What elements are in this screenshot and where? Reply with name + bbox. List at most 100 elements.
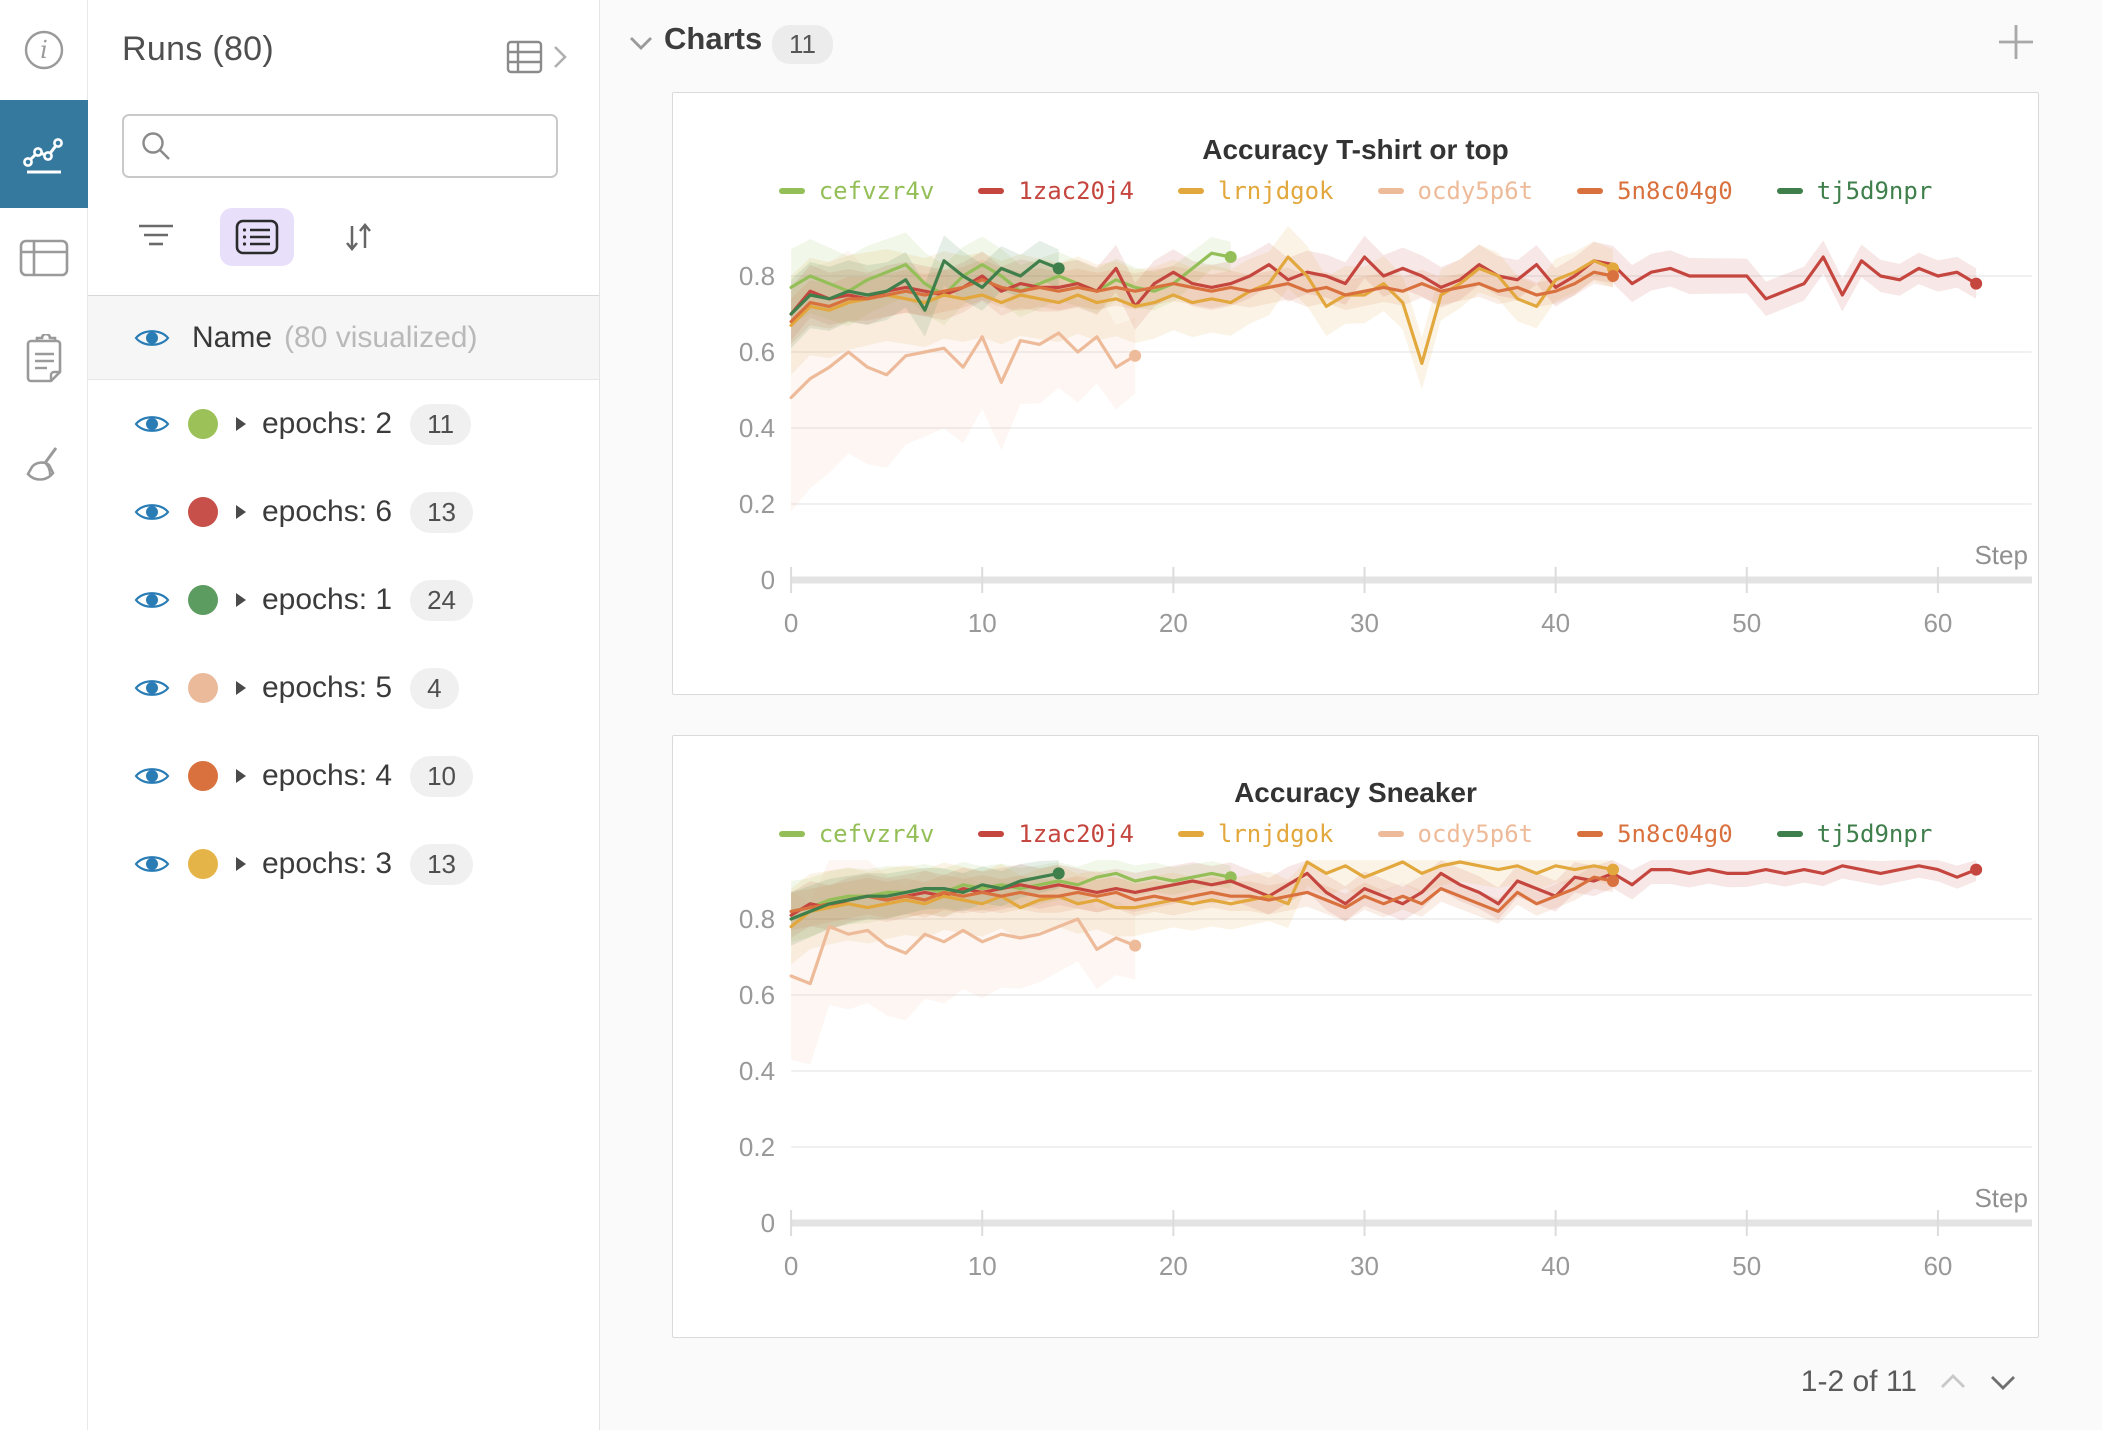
legend-item-1zac20j4[interactable]: 1zac20j4 [978, 177, 1134, 205]
chevron-down-icon [1991, 1376, 2015, 1390]
eye-icon[interactable] [134, 763, 170, 789]
run-group-row[interactable]: epochs: 3 13 [88, 820, 599, 908]
run-group-row[interactable]: epochs: 5 4 [88, 644, 599, 732]
chart-panel[interactable]: Accuracy T-shirt or top cefvzr4v 1zac20j4… [672, 92, 2039, 695]
pagination-prev-button[interactable] [1939, 1373, 1967, 1391]
legend-item-ocdy5p6t[interactable]: ocdy5p6t [1377, 177, 1533, 205]
run-group-row[interactable]: epochs: 2 11 [88, 380, 599, 468]
series-line-ocdy5p6t [789, 917, 1137, 986]
x-axis-title: Step [1974, 1183, 2028, 1213]
chevron-right-icon [554, 46, 567, 68]
rail-item-sweeps[interactable] [0, 420, 88, 512]
run-group-row[interactable]: epochs: 4 10 [88, 732, 599, 820]
series-endpoint-lrnjdgok [1606, 863, 1619, 876]
legend-item-tj5d9npr[interactable]: tj5d9npr [1776, 820, 1932, 848]
eye-icon[interactable] [134, 851, 170, 877]
table-expand-icon [506, 40, 543, 74]
legend-item-5n8c04g0[interactable]: 5n8c04g0 [1577, 177, 1733, 205]
chart-plot[interactable]: 0 0.2 0.4 0.6 0.8 0 10 20 30 40 50 60 Step [673, 215, 2038, 665]
chart-legend: cefvzr4v 1zac20j4 lrnjdgok ocdy5p6t 5n8c04g0… [673, 820, 2038, 848]
eye-icon[interactable] [134, 411, 170, 437]
runs-table-expand-button[interactable] [506, 40, 568, 74]
y-tick-label: 0.2 [739, 489, 775, 519]
chart-panel[interactable]: Accuracy Sneaker cefvzr4v 1zac20j4 lrnjdgo… [672, 735, 2039, 1338]
runs-group-header-row[interactable]: Name (80 visualized) [88, 295, 599, 380]
x-tick-label: 30 [1350, 608, 1379, 638]
run-group-label: epochs: 1 [262, 583, 393, 616]
legend-label: lrnjdgok [1217, 820, 1334, 848]
run-group-label: epochs: 5 [262, 671, 393, 704]
y-tick-label: 0.8 [739, 261, 775, 291]
legend-dash-icon [1177, 188, 1204, 194]
x-tick-label: 0 [784, 608, 798, 638]
eye-icon[interactable] [134, 587, 170, 613]
caret-right-icon[interactable] [234, 415, 248, 433]
charts-collapse-button[interactable] [628, 34, 654, 52]
caret-right-icon[interactable] [234, 591, 248, 609]
legend-label: tj5d9npr [1816, 177, 1933, 205]
sort-button[interactable] [326, 209, 390, 265]
legend-item-5n8c04g0[interactable]: 5n8c04g0 [1577, 820, 1733, 848]
run-count-badge: 4 [410, 667, 459, 709]
series-endpoint-cefvzr4v [1224, 251, 1237, 263]
runs-toolbar [122, 206, 390, 268]
legend-item-tj5d9npr[interactable]: tj5d9npr [1776, 177, 1933, 205]
legend-item-ocdy5p6t[interactable]: ocdy5p6t [1377, 820, 1533, 848]
rail-item-notes[interactable] [0, 314, 88, 406]
filter-button[interactable] [122, 209, 190, 265]
legend-dash-icon [1577, 188, 1604, 194]
chart-plot[interactable]: 0 0.2 0.4 0.6 0.8 0 10 20 30 40 50 60 Step [673, 858, 2038, 1308]
legend-dash-icon [1776, 831, 1803, 837]
series-band-ocdy5p6t [791, 860, 1136, 1065]
legend-item-cefvzr4v[interactable]: cefvzr4v [778, 177, 934, 205]
add-panel-button[interactable] [1992, 18, 2040, 66]
rail-item-charts[interactable] [0, 100, 88, 208]
eye-icon[interactable] [134, 675, 170, 701]
chevron-down-icon [630, 37, 652, 50]
legend-item-lrnjdgok[interactable]: lrnjdgok [1177, 177, 1334, 205]
list-view-icon [235, 219, 279, 255]
caret-right-icon[interactable] [234, 503, 248, 521]
series-line-cefvzr4v [789, 251, 1233, 297]
run-group-label: epochs: 3 [262, 847, 393, 880]
run-group-row[interactable]: epochs: 6 13 [88, 468, 599, 556]
caret-right-icon[interactable] [234, 679, 248, 697]
left-icon-rail: i [0, 0, 88, 1430]
run-color-dot [188, 497, 218, 527]
broom-icon [26, 447, 58, 481]
group-header-label: Name [192, 320, 273, 354]
svg-text:i: i [40, 36, 48, 64]
eye-icon[interactable] [134, 499, 170, 525]
group-header-suffix: (80 visualized) [284, 320, 478, 354]
list-view-button[interactable] [220, 208, 294, 266]
runs-search-box[interactable] [122, 114, 558, 178]
caret-right-icon[interactable] [234, 855, 248, 873]
caret-right-icon[interactable] [234, 767, 248, 785]
line-chart-icon [23, 138, 63, 174]
series-endpoint-5n8c04g0 [1606, 875, 1619, 887]
legend-label: 1zac20j4 [1018, 177, 1134, 205]
x-tick-label: 50 [1732, 1251, 1761, 1281]
series-band-ocdy5p6t [791, 250, 1136, 512]
series-endpoint-ocdy5p6t [1129, 939, 1142, 952]
rail-item-info[interactable]: i [0, 8, 88, 92]
runs-search-input[interactable] [186, 130, 546, 162]
series-band-cefvzr4v [791, 232, 1231, 327]
rail-item-table[interactable] [0, 212, 88, 304]
run-count-badge: 10 [410, 755, 474, 797]
eye-icon[interactable] [134, 325, 170, 351]
legend-item-cefvzr4v[interactable]: cefvzr4v [778, 820, 934, 848]
pagination-next-button[interactable] [1989, 1373, 2017, 1391]
x-tick-label: 50 [1732, 608, 1761, 638]
x-tick-label: 40 [1541, 1251, 1570, 1281]
run-count-badge: 11 [410, 403, 472, 445]
run-group-row[interactable]: epochs: 1 24 [88, 556, 599, 644]
info-icon: i [24, 30, 64, 70]
legend-item-lrnjdgok[interactable]: lrnjdgok [1177, 820, 1334, 848]
legend-dash-icon [1776, 188, 1803, 194]
y-tick-label: 0.6 [739, 980, 775, 1010]
chart-legend: cefvzr4v 1zac20j4 lrnjdgok ocdy5p6t 5n8c04g0… [673, 177, 2038, 205]
legend-item-1zac20j4[interactable]: 1zac20j4 [978, 820, 1134, 848]
series-line-1zac20j4 [789, 864, 1978, 917]
